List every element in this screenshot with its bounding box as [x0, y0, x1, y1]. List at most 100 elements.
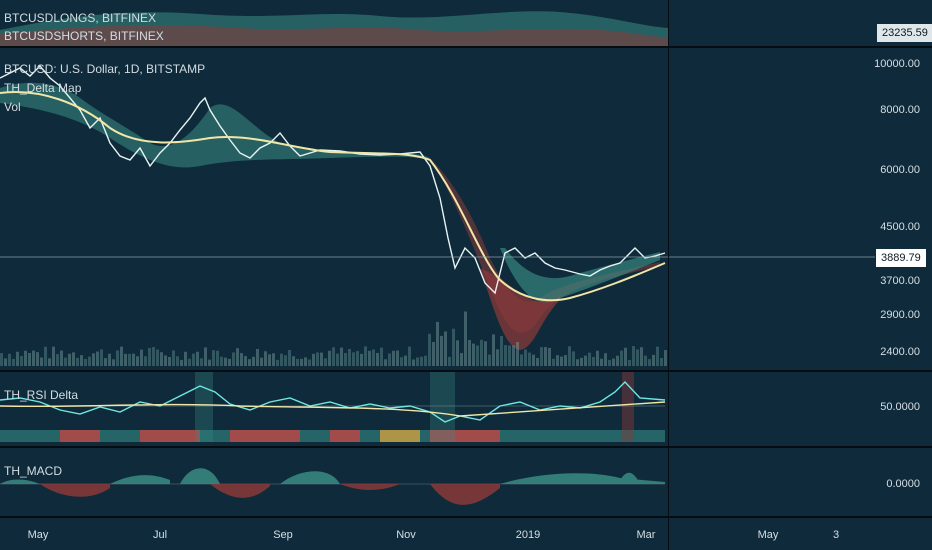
volume-bar — [428, 333, 431, 366]
volume-bar — [364, 346, 367, 366]
volume-bar — [144, 356, 147, 366]
volume-bar — [528, 352, 531, 366]
volume-bar — [548, 347, 551, 366]
volume-bar — [104, 358, 107, 366]
volume-bar — [12, 358, 15, 366]
volume-bar — [8, 353, 11, 366]
volume-bar — [320, 352, 323, 366]
pane-divider-4 — [0, 516, 932, 518]
volume-bar — [244, 356, 247, 366]
pane-divider-2[interactable] — [0, 370, 932, 372]
volume-bar — [192, 353, 195, 366]
volume-bar — [324, 358, 327, 366]
volume-bar — [188, 358, 191, 366]
moving-average-line — [0, 91, 666, 302]
volume-bar — [112, 359, 115, 366]
volume-bar — [384, 359, 387, 366]
volume-bar — [212, 350, 215, 366]
volume-bar — [468, 339, 471, 366]
volume-bar — [36, 352, 39, 366]
volume-bar — [408, 346, 411, 366]
volume-bar — [48, 358, 51, 366]
volume-bar — [32, 350, 35, 366]
volume-bar — [648, 359, 651, 366]
volume-bar — [456, 340, 459, 366]
volume-bar — [16, 351, 19, 366]
volume-bar — [368, 350, 371, 366]
volume-bar — [224, 357, 227, 366]
volume-bar — [300, 358, 303, 366]
volume-bar — [600, 358, 603, 366]
volume-bar — [44, 346, 47, 366]
macd-histogram-positive — [0, 468, 665, 484]
volume-bar — [576, 359, 579, 366]
volume-bar — [628, 359, 631, 366]
price-line — [0, 64, 666, 295]
volume-bar — [160, 352, 163, 366]
volume-bar — [292, 356, 295, 366]
volume-bar — [420, 356, 423, 366]
macd-pane[interactable]: TH_MACD 0.0000 — [0, 448, 932, 516]
rsi-level-label: 50.0000 — [880, 401, 920, 413]
longs-last-value-badge: 23235.59 — [877, 24, 932, 42]
volume-bar — [28, 353, 31, 366]
volume-bar — [532, 354, 535, 366]
pane-divider-3[interactable] — [0, 446, 932, 448]
price-axis-border[interactable] — [668, 0, 669, 550]
pane-divider-1[interactable] — [0, 46, 932, 48]
bull-fill-area — [0, 82, 430, 168]
volume-bar — [140, 349, 143, 366]
volume-bar — [640, 347, 643, 366]
volume-bar — [260, 357, 263, 366]
volume-bar — [376, 352, 379, 366]
volume-bar — [248, 359, 251, 366]
price-pane-title: BTCUSD: U.S. Dollar, 1D, BITSTAMP — [4, 62, 206, 76]
volume-bar — [132, 353, 135, 366]
price-label-2400: 2400.00 — [880, 346, 920, 358]
volume-bar — [452, 328, 455, 366]
volume-bar — [436, 321, 439, 366]
volume-bar — [84, 358, 87, 366]
volume-bar — [388, 353, 391, 366]
longs-shorts-pane[interactable]: BTCUSDLONGS, BITFINEX BTCUSDSHORTS, BITF… — [0, 0, 932, 46]
volume-bar — [484, 341, 487, 366]
time-axis[interactable]: May Jul Sep Nov 2019 Mar May 3 — [0, 518, 932, 550]
rsi-pane[interactable]: TH_RSI Delta 50.0000 — [0, 372, 932, 446]
volume-bar — [560, 356, 563, 366]
bull-lower-area — [500, 248, 660, 303]
volume-bar — [128, 353, 131, 366]
volume-bar — [500, 335, 503, 366]
volume-bar — [232, 352, 235, 366]
volume-bar — [228, 358, 231, 366]
volume-bar — [88, 356, 91, 366]
volume-bar — [332, 347, 335, 366]
volume-bar — [40, 357, 43, 366]
volume-bar — [60, 350, 63, 366]
rsi-line — [0, 380, 666, 423]
volume-bar — [404, 355, 407, 366]
volume-bar — [608, 359, 611, 366]
volume-bar — [76, 357, 79, 366]
volume-bar — [416, 357, 419, 366]
volume-bar — [280, 353, 283, 366]
volume-bar — [124, 353, 127, 366]
longs-shorts-svg — [0, 11, 668, 46]
price-label-2900: 2900.00 — [880, 309, 920, 321]
price-pane[interactable]: BTCUSD: U.S. Dollar, 1D, BITSTAMP TH_Del… — [0, 48, 932, 370]
volume-bar — [536, 358, 539, 366]
volume-bar — [164, 355, 167, 366]
volume-bar — [4, 358, 7, 366]
last-price-badge: 3889.79 — [876, 249, 926, 267]
volume-bar — [568, 346, 571, 366]
volume-bar — [336, 353, 339, 366]
volume-bar — [636, 349, 639, 366]
volume-bar — [432, 342, 435, 366]
volume-bar — [400, 357, 403, 366]
volume-bar — [284, 355, 287, 366]
volume-bar — [152, 347, 155, 366]
volume-bar — [620, 350, 623, 366]
volume-bar — [56, 354, 59, 366]
volume-bar — [184, 351, 187, 366]
macd-chart-svg — [0, 468, 665, 505]
